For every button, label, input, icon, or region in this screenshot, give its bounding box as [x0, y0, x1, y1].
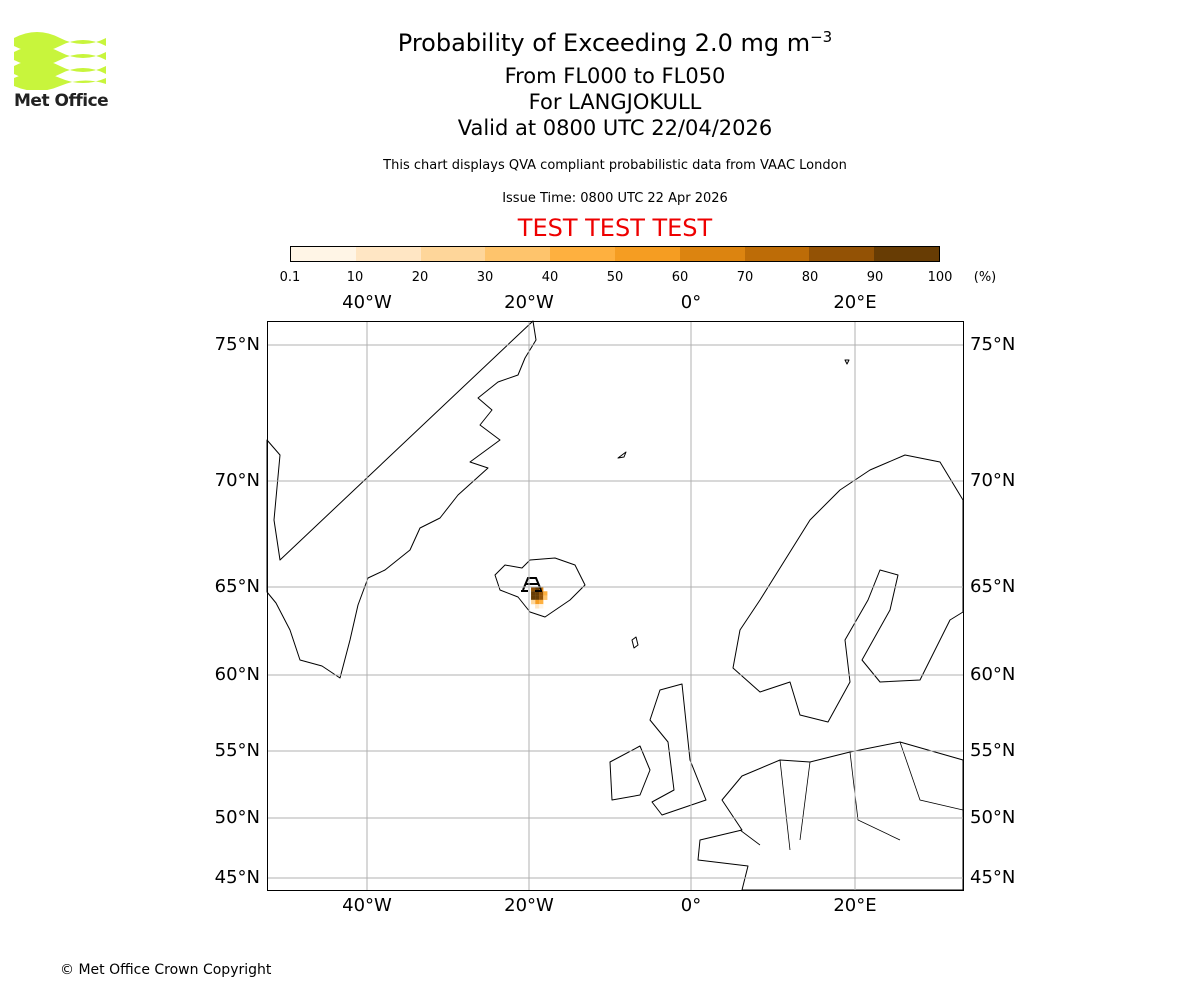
axis-tick-label: 70°N — [214, 470, 260, 491]
volcano-name: For LANGJOKULL — [528, 90, 702, 114]
axis-tick-label: 20°E — [833, 292, 877, 313]
axis-tick-label: 40°W — [342, 292, 392, 313]
colorbar-segment — [420, 247, 486, 261]
chart-title: Probability of Exceeding 2.0 mg m−3 — [397, 28, 833, 57]
plume-cell — [531, 591, 536, 596]
greenland-coastline — [266, 320, 537, 679]
country-borders — [739, 741, 964, 851]
colorbar-tick-label: 90 — [866, 270, 884, 285]
plume-cell — [535, 586, 540, 592]
colorbar — [290, 246, 940, 262]
copyright: © Met Office Crown Copyright — [60, 962, 272, 978]
axis-tick-label: 70°N — [970, 470, 1016, 491]
colorbar-tick-label: 80 — [801, 270, 819, 285]
colorbar-segment — [679, 247, 745, 261]
colorbar-segment — [485, 247, 551, 261]
axis-tick-label: 75°N — [214, 334, 260, 355]
flight-level-range: From FL000 to FL050 — [504, 64, 726, 88]
axis-tick-label: 75°N — [970, 334, 1016, 355]
colorbar-segment — [291, 247, 356, 261]
axis-tick-label: 45°N — [970, 867, 1016, 888]
colorbar-tick-label: 0.1 — [279, 270, 301, 285]
colorbar-tick-label: 40 — [541, 270, 559, 285]
colorbar-tick-label: 20 — [411, 270, 429, 285]
subtitle: This chart displays QVA compliant probab… — [383, 158, 847, 173]
jan-mayen — [617, 451, 627, 459]
valid-time: Valid at 0800 UTC 22/04/2026 — [457, 116, 773, 140]
colorbar-segment — [614, 247, 680, 261]
axis-tick-label: 55°N — [970, 740, 1016, 761]
axis-tick-label: 40°W — [342, 895, 392, 916]
axis-tick-label: 20°W — [504, 895, 554, 916]
faroe-islands — [631, 636, 639, 649]
scandinavia-coastline — [732, 454, 964, 723]
axis-tick-label: 60°N — [970, 664, 1016, 685]
test-banner: TEST TEST TEST — [517, 214, 713, 242]
plume-cell — [531, 599, 536, 605]
colorbar-segment — [550, 247, 615, 261]
colorbar-segment — [744, 247, 810, 261]
met-office-logo-icon — [14, 32, 106, 90]
axis-tick-label: 60°N — [214, 664, 260, 685]
axis-tick-label: 0° — [680, 292, 702, 313]
colorbar-tick-label: 30 — [476, 270, 494, 285]
colorbar-segment — [809, 247, 875, 261]
axis-tick-label: 20°E — [833, 895, 877, 916]
axis-tick-label: 50°N — [214, 807, 260, 828]
map-frame — [267, 321, 964, 891]
axis-tick-label: 55°N — [214, 740, 260, 761]
plume-cell — [543, 595, 548, 600]
plume-cell — [535, 599, 540, 605]
colorbar-unit: (%) — [973, 270, 997, 285]
great-britain-coastline — [649, 683, 707, 816]
plume-cell — [539, 595, 544, 600]
svalbard-bear-island — [844, 359, 850, 365]
colorbar-tick-label: 10 — [346, 270, 364, 285]
axis-tick-label: 0° — [680, 895, 702, 916]
logo-text: Met Office — [14, 91, 109, 111]
colorbar-tick-label: 50 — [606, 270, 624, 285]
plume-cell — [543, 591, 548, 596]
axis-tick-label: 65°N — [970, 576, 1016, 597]
plume-cell — [531, 595, 536, 600]
europe-coastline — [697, 741, 964, 891]
gridlines — [267, 321, 963, 890]
colorbar-tick-label: 60 — [671, 270, 689, 285]
plume-cell — [539, 599, 544, 605]
colorbar-tick-label: 100 — [927, 270, 953, 285]
axis-tick-label: 65°N — [214, 576, 260, 597]
plume-cell — [535, 591, 540, 596]
plume-cell — [535, 595, 540, 600]
colorbar-segment — [874, 247, 939, 261]
colorbar-tick-label: 70 — [736, 270, 754, 285]
issue-time: Issue Time: 0800 UTC 22 Apr 2026 — [502, 191, 728, 206]
volcano-marker — [521, 577, 542, 592]
colorbar-segment — [355, 247, 421, 261]
axis-tick-label: 50°N — [970, 807, 1016, 828]
plume-cell — [535, 604, 540, 609]
plume-cell — [531, 586, 536, 592]
plume-cell — [539, 591, 544, 596]
plume-cell — [539, 604, 544, 609]
ireland-coastline — [609, 745, 651, 801]
axis-tick-label: 20°W — [504, 292, 554, 313]
ash-probability-plume — [531, 586, 548, 609]
axis-tick-label: 45°N — [214, 867, 260, 888]
